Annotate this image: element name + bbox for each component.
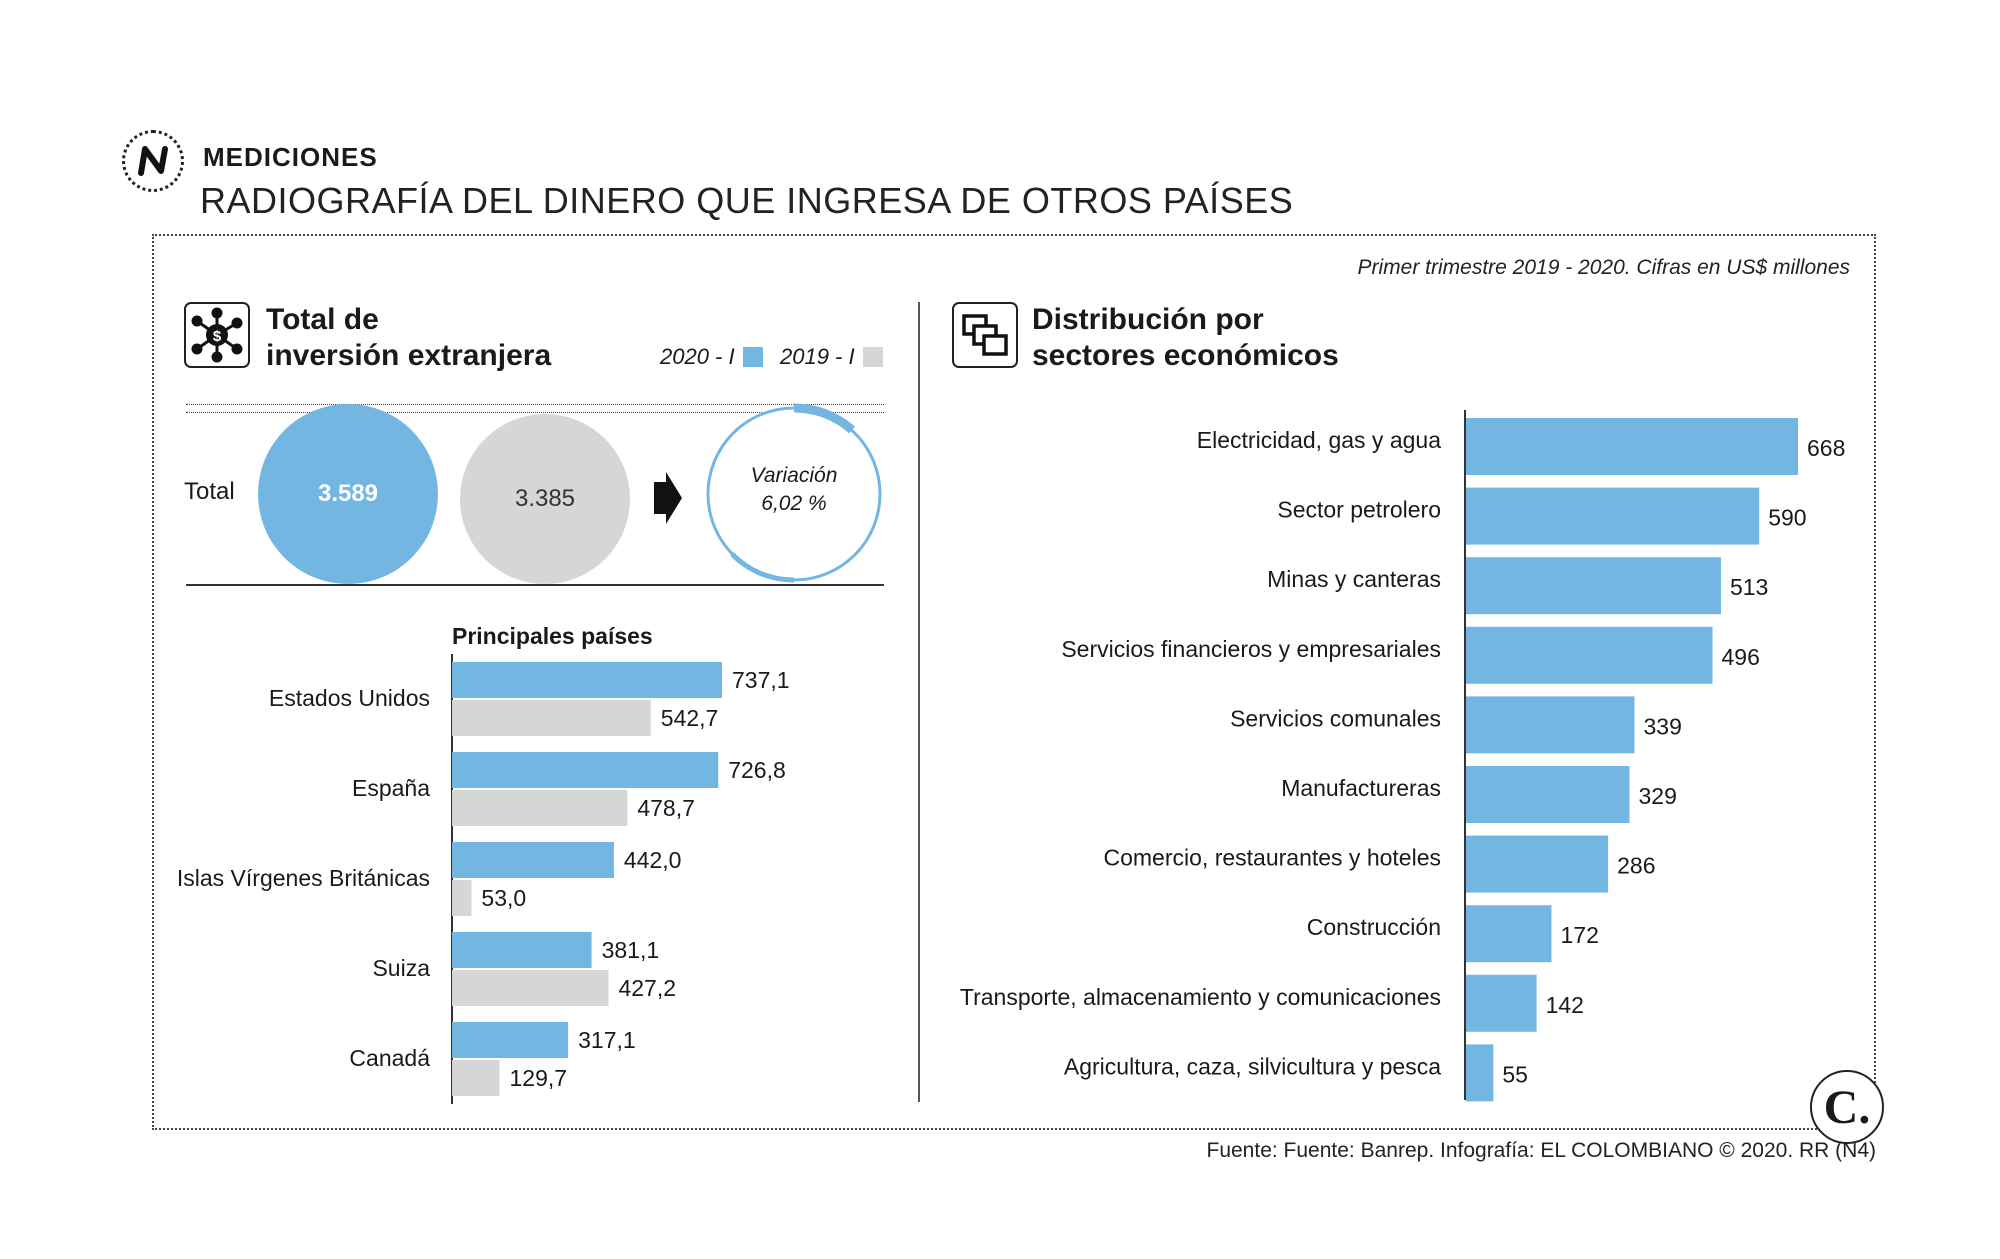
variation-text: Variación 6,02 %	[702, 462, 886, 518]
brand-n-logo	[122, 130, 184, 192]
sector-value-label: 590	[1768, 505, 1806, 531]
sector-bar	[1466, 905, 1552, 963]
sector-bar	[1466, 557, 1721, 615]
legend-2020-swatch	[742, 347, 763, 367]
value-label-2020: 317,1	[578, 1027, 636, 1053]
sector-value-label: 339	[1643, 713, 1681, 739]
investment-network-icon: $	[184, 302, 250, 368]
bar-2020	[452, 842, 614, 878]
sector-label: Construcción	[1307, 914, 1441, 940]
sector-label: Electricidad, gas y agua	[1197, 427, 1441, 453]
legend-2019-swatch	[862, 347, 883, 367]
svg-text:$: $	[213, 328, 222, 345]
total-2019-circle: 3.385	[460, 414, 630, 584]
sector-label: Manufactureras	[1281, 775, 1441, 801]
investment-title-line1: Total de	[266, 303, 379, 336]
total-label: Total	[184, 478, 235, 505]
sectors-title-line2: sectores económicos	[1032, 339, 1339, 372]
sector-label: Sector petrolero	[1277, 497, 1441, 523]
country-label: Islas Vírgenes Británicas	[177, 865, 430, 891]
countries-bar-chart: Principales países Estados Unidos 737,1 542…	[177, 623, 790, 1104]
bar-2020	[452, 932, 592, 968]
arrow-right-icon	[654, 472, 682, 524]
bar-2020	[452, 1022, 569, 1058]
value-label-2019: 542,7	[661, 705, 719, 731]
value-label-2019: 129,7	[510, 1065, 568, 1091]
value-label-2020: 737,1	[732, 667, 790, 693]
section-kicker: MEDICIONES	[203, 142, 378, 172]
sector-value-label: 668	[1807, 435, 1845, 461]
units-note: Primer trimestre 2019 - 2020. Cifras en …	[1357, 256, 1850, 279]
country-label: Suiza	[372, 955, 430, 981]
sector-value-label: 496	[1722, 644, 1760, 670]
sectors-title: Distribución por sectores económicos	[1032, 302, 1339, 374]
value-label-2020: 381,1	[602, 937, 660, 963]
bar-2019	[452, 790, 628, 826]
totals-rule-top	[186, 404, 884, 405]
value-label-2020: 726,8	[728, 757, 786, 783]
legend-2019-label: 2019 - I	[780, 344, 855, 369]
bar-2019	[452, 970, 609, 1006]
sector-bar	[1466, 626, 1713, 684]
value-label-2019: 478,7	[637, 795, 695, 821]
sector-value-label: 513	[1730, 574, 1768, 600]
bar-2020	[452, 752, 719, 788]
sectors-title-line1: Distribución por	[1032, 303, 1264, 336]
sector-bar	[1466, 766, 1630, 823]
total-2020-value: 3.589	[317, 480, 379, 507]
bar-2019	[452, 880, 472, 916]
el-colombiano-logo-letter: C.	[1823, 1080, 1871, 1134]
sector-value-label: 142	[1546, 992, 1584, 1018]
sector-bar	[1466, 835, 1609, 893]
country-label: Estados Unidos	[269, 685, 430, 711]
sector-label: Comercio, restaurantes y hoteles	[1104, 845, 1442, 871]
sector-bar	[1466, 696, 1635, 754]
total-2019-value: 3.385	[514, 485, 576, 512]
sector-value-label: 172	[1560, 922, 1598, 948]
sector-label: Transporte, almacenamiento y comunicacio…	[960, 984, 1441, 1010]
sector-value-label: 286	[1617, 853, 1655, 879]
sector-value-label: 55	[1502, 1061, 1528, 1087]
sector-bar	[1466, 487, 1760, 545]
country-label: España	[352, 775, 430, 801]
totals-rule-top2	[186, 412, 884, 413]
countries-chart-title: Principales países	[452, 623, 653, 649]
sector-bar	[1466, 418, 1798, 475]
investment-title-line2: inversión extranjera	[266, 339, 552, 372]
value-label-2020: 442,0	[624, 847, 682, 873]
legend-2019: 2019 - I	[780, 344, 883, 370]
sector-bar	[1466, 1044, 1494, 1102]
sector-label: Minas y canteras	[1267, 566, 1441, 592]
value-label-2019: 427,2	[618, 975, 676, 1001]
sectors-blocks-icon	[952, 302, 1018, 368]
variation-value: 6,02 %	[761, 492, 827, 515]
panel-divider	[918, 302, 920, 1102]
el-colombiano-logo: C.	[1810, 1070, 1884, 1144]
investment-title: Total de inversión extranjera	[266, 302, 551, 374]
infographic-frame	[152, 234, 1876, 1130]
country-label: Canadá	[349, 1045, 430, 1071]
bar-2019	[452, 1060, 500, 1096]
sector-label: Servicios financieros y empresariales	[1061, 636, 1441, 662]
sector-value-label: 329	[1639, 783, 1677, 809]
sector-bar	[1466, 974, 1537, 1032]
bar-2019	[452, 700, 651, 736]
totals-rule-bottom	[186, 584, 884, 586]
sectors-bar-chart: Electricidad, gas y agua 668 Sector petrol…	[960, 410, 1845, 1102]
legend-2020-label: 2020 - I	[660, 344, 735, 369]
source-credit: Fuente: Fuente: Banrep. Infografía: EL C…	[1206, 1139, 1877, 1162]
total-2020-circle: 3.589	[258, 404, 438, 584]
value-label-2019: 53,0	[481, 885, 526, 911]
legend-2020: 2020 - I	[660, 344, 763, 370]
bar-2020	[452, 662, 722, 698]
sector-label: Servicios comunales	[1230, 705, 1441, 731]
page-title: RADIOGRAFÍA DEL DINERO QUE INGRESA DE OT…	[200, 180, 1294, 221]
variation-circle	[706, 403, 882, 583]
variation-label: Variación	[750, 464, 838, 487]
n-letter-icon	[138, 146, 168, 176]
sector-label: Agricultura, caza, silvicultura y pesca	[1064, 1053, 1441, 1079]
